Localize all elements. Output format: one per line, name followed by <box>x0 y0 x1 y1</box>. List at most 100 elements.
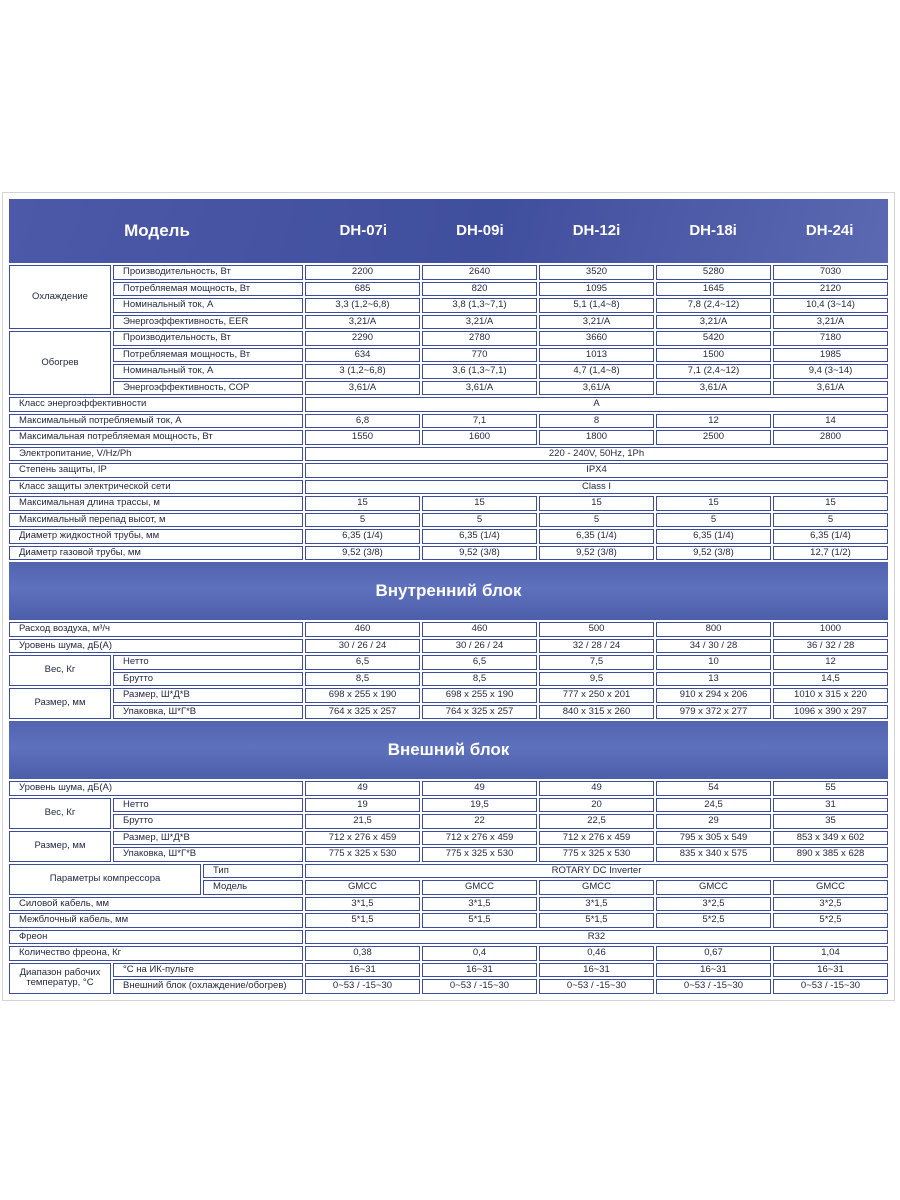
spec-table-body: Модель DH-07i DH-09i DH-12i DH-18i DH-24i Охла… <box>9 199 888 994</box>
value-cell: 2290 <box>305 331 420 346</box>
table-row: Брутто 21,5 22 22,5 29 35 <box>9 814 888 829</box>
param-label: Количество фреона, Кг <box>9 946 303 961</box>
value-cell: 3 (1,2~6,8) <box>305 364 420 379</box>
table-row: Количество фреона, Кг 0,38 0,4 0,46 0,67 1,04 <box>9 946 888 961</box>
value-cell: 712 x 276 x 459 <box>422 830 537 845</box>
value-cell: 0~53 / -15~30 <box>422 979 537 994</box>
value-cell: 775 x 325 x 530 <box>305 847 420 862</box>
value-cell: 30 / 26 / 24 <box>422 638 537 653</box>
param-label: Степень защиты, IP <box>9 463 303 478</box>
value-cell: 5*1,5 <box>305 913 420 928</box>
table-row: Размер, мм Размер, Ш*Д*В 712 x 276 x 459 71… <box>9 830 888 862</box>
value-cell: 685 <box>305 281 420 296</box>
param-label: Класс защиты электрической сети <box>9 479 303 494</box>
spec-sheet: Модель DH-07i DH-09i DH-12i DH-18i DH-24i Охла… <box>2 192 895 1001</box>
value-cell: 5*2,5 <box>773 913 888 928</box>
section-band: Внешний блок <box>9 721 888 779</box>
param-label: Потребляемая мощность, Вт <box>113 347 303 362</box>
param-label: °С на ИК-пульте <box>113 962 303 977</box>
value-cell: 890 x 385 x 628 <box>773 847 888 862</box>
table-row: Диаметр газовой трубы, мм 9,52 (3/8) 9,52 … <box>9 545 888 560</box>
value-cell: 3,61/A <box>539 380 654 395</box>
param-label: Электропитание, V/Hz/Ph <box>9 446 303 461</box>
group-cell: Диапазон рабочих температур, °С <box>9 962 111 994</box>
param-label: Максимальный перепад высот, м <box>9 512 303 527</box>
value-cell: 5*1,5 <box>422 913 537 928</box>
value-cell: 795 x 305 x 549 <box>656 830 771 845</box>
value-cell: 22 <box>422 814 537 829</box>
param-label: Фреон <box>9 929 303 944</box>
param-label: Нетто <box>113 655 303 670</box>
param-label: Расход воздуха, м³/ч <box>9 622 303 637</box>
param-label: Уровень шума, дБ(А) <box>9 638 303 653</box>
value-cell: GMCC <box>656 880 771 895</box>
group-cell: Параметры компрессора <box>9 863 201 895</box>
value-cell: 698 x 255 x 190 <box>422 688 537 703</box>
value-cell: 1095 <box>539 281 654 296</box>
value-cell: 3*1,5 <box>539 896 654 911</box>
param-label: Внешний блок (охлаждение/обогрев) <box>113 979 303 994</box>
param-label: Энергоэффективность, EER <box>113 314 303 329</box>
value-cell: 6,5 <box>305 655 420 670</box>
param-label: Номинальный ток, А <box>113 298 303 313</box>
table-row: Брутто 8,5 8,5 9,5 13 14,5 <box>9 671 888 686</box>
value-cell: 910 x 294 x 206 <box>656 688 771 703</box>
model-name: DH-18i <box>689 221 737 239</box>
value-cell: 9,52 (3/8) <box>539 545 654 560</box>
value-cell: 29 <box>656 814 771 829</box>
table-row: Вес, Кг Нетто 6,5 6,5 7,5 10 12 <box>9 655 888 686</box>
value-cell: 1800 <box>539 430 654 445</box>
table-row: Межблочный кабель, мм 5*1,5 5*1,5 5*1,5 5*2,… <box>9 913 888 928</box>
merged-value-cell: A <box>305 397 888 412</box>
value-cell: 5 <box>773 512 888 527</box>
param-label: Производительность, Вт <box>113 265 303 280</box>
value-cell: 3*2,5 <box>773 896 888 911</box>
value-cell: 5280 <box>656 265 771 280</box>
value-cell: 7,8 (2,4~12) <box>656 298 771 313</box>
table-row: Максимальная длина трассы, м 15 15 15 15 15 <box>9 496 888 511</box>
table-row: Энергоэффективность, COP 3,61/A 3,61/A 3,61… <box>9 380 888 395</box>
value-cell: GMCC <box>305 880 420 895</box>
value-cell: 8 <box>539 413 654 428</box>
value-cell: 2120 <box>773 281 888 296</box>
value-cell: 10,4 (3~14) <box>773 298 888 313</box>
value-cell: 712 x 276 x 459 <box>539 830 654 845</box>
table-row: Уровень шума, дБ(А) 30 / 26 / 24 30 / 26 /… <box>9 638 888 653</box>
param-label: Упаковка, Ш*Г*В <box>113 704 303 719</box>
value-cell: 8,5 <box>422 671 537 686</box>
group-cell: Размер, мм <box>9 688 111 719</box>
spec-table: Модель DH-07i DH-09i DH-12i DH-18i DH-24i Охла… <box>7 197 890 996</box>
param-label: Уровень шума, дБ(А) <box>9 781 303 796</box>
value-cell: 5 <box>539 512 654 527</box>
param-label: Диаметр жидкостной трубы, мм <box>9 529 303 544</box>
value-cell: 820 <box>422 281 537 296</box>
value-cell: 3,6 (1,3~7,1) <box>422 364 537 379</box>
value-cell: 15 <box>656 496 771 511</box>
param-label: Производительность, Вт <box>113 331 303 346</box>
merged-value-cell: Class I <box>305 479 888 494</box>
value-cell: 6,35 (1/4) <box>539 529 654 544</box>
value-cell: 16~31 <box>422 962 537 977</box>
value-cell: 15 <box>539 496 654 511</box>
merged-value-cell: ROTARY DC Inverter <box>305 863 888 878</box>
value-cell: 16~31 <box>773 962 888 977</box>
section-band-row: Внешний блок <box>9 721 888 779</box>
value-cell: 34 / 30 / 28 <box>656 638 771 653</box>
table-row: Размер, мм Размер, Ш*Д*В 698 x 255 x 190 69… <box>9 688 888 719</box>
param-label: Максимальная потребляемая мощность, Вт <box>9 430 303 445</box>
value-cell: 9,52 (3/8) <box>422 545 537 560</box>
value-cell: 5 <box>656 512 771 527</box>
table-row: Диаметр жидкостной трубы, мм 6,35 (1/4) 6,… <box>9 529 888 544</box>
value-cell: 3*2,5 <box>656 896 771 911</box>
value-cell: 6,35 (1/4) <box>305 529 420 544</box>
value-cell: GMCC <box>422 880 537 895</box>
param-label: Максимальная длина трассы, м <box>9 496 303 511</box>
param-label: Межблочный кабель, мм <box>9 913 303 928</box>
value-cell: 9,4 (3~14) <box>773 364 888 379</box>
value-cell: 14 <box>773 413 888 428</box>
value-cell: 49 <box>305 781 420 796</box>
table-row: Потребляемая мощность, Вт 685 820 1095 1645 2… <box>9 281 888 296</box>
value-cell: 9,52 (3/8) <box>305 545 420 560</box>
table-row: Уровень шума, дБ(А) 49 49 49 54 55 <box>9 781 888 796</box>
